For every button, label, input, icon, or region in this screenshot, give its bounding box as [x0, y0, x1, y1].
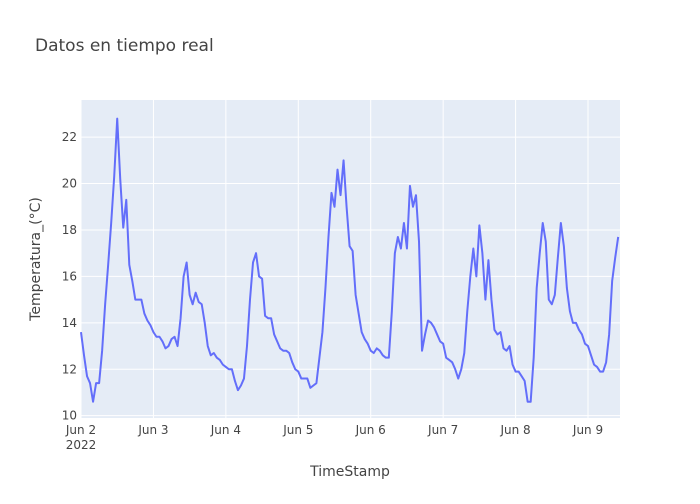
x-axis-title: TimeStamp: [309, 464, 390, 480]
y-tick-label: 14: [62, 316, 77, 330]
y-tick-label: 12: [62, 362, 77, 376]
y-tick-label: 18: [62, 223, 77, 237]
x-tick-label: Jun 6: [355, 423, 386, 437]
y-tick-label: 10: [62, 409, 77, 423]
y-tick-label: 20: [62, 177, 77, 191]
y-tick-label: 22: [62, 130, 77, 144]
x-tick-label: Jun 7: [427, 423, 458, 437]
x-tick-label: Jun 4: [210, 423, 241, 437]
x-tick-label: Jun 2 2022: [65, 423, 96, 452]
x-tick-label: Jun 3: [137, 423, 168, 437]
x-tick-label: Jun 9: [572, 423, 603, 437]
data-line: [80, 117, 620, 403]
chart-title: Datos en tiempo real: [35, 36, 214, 56]
x-tick-label: Jun 5: [282, 423, 313, 437]
y-axis-title: Temperatura_(°C): [28, 197, 44, 322]
y-tick-label: 16: [62, 269, 77, 283]
plot-background: [81, 100, 620, 418]
x-tick-label: Jun 8: [499, 423, 530, 437]
